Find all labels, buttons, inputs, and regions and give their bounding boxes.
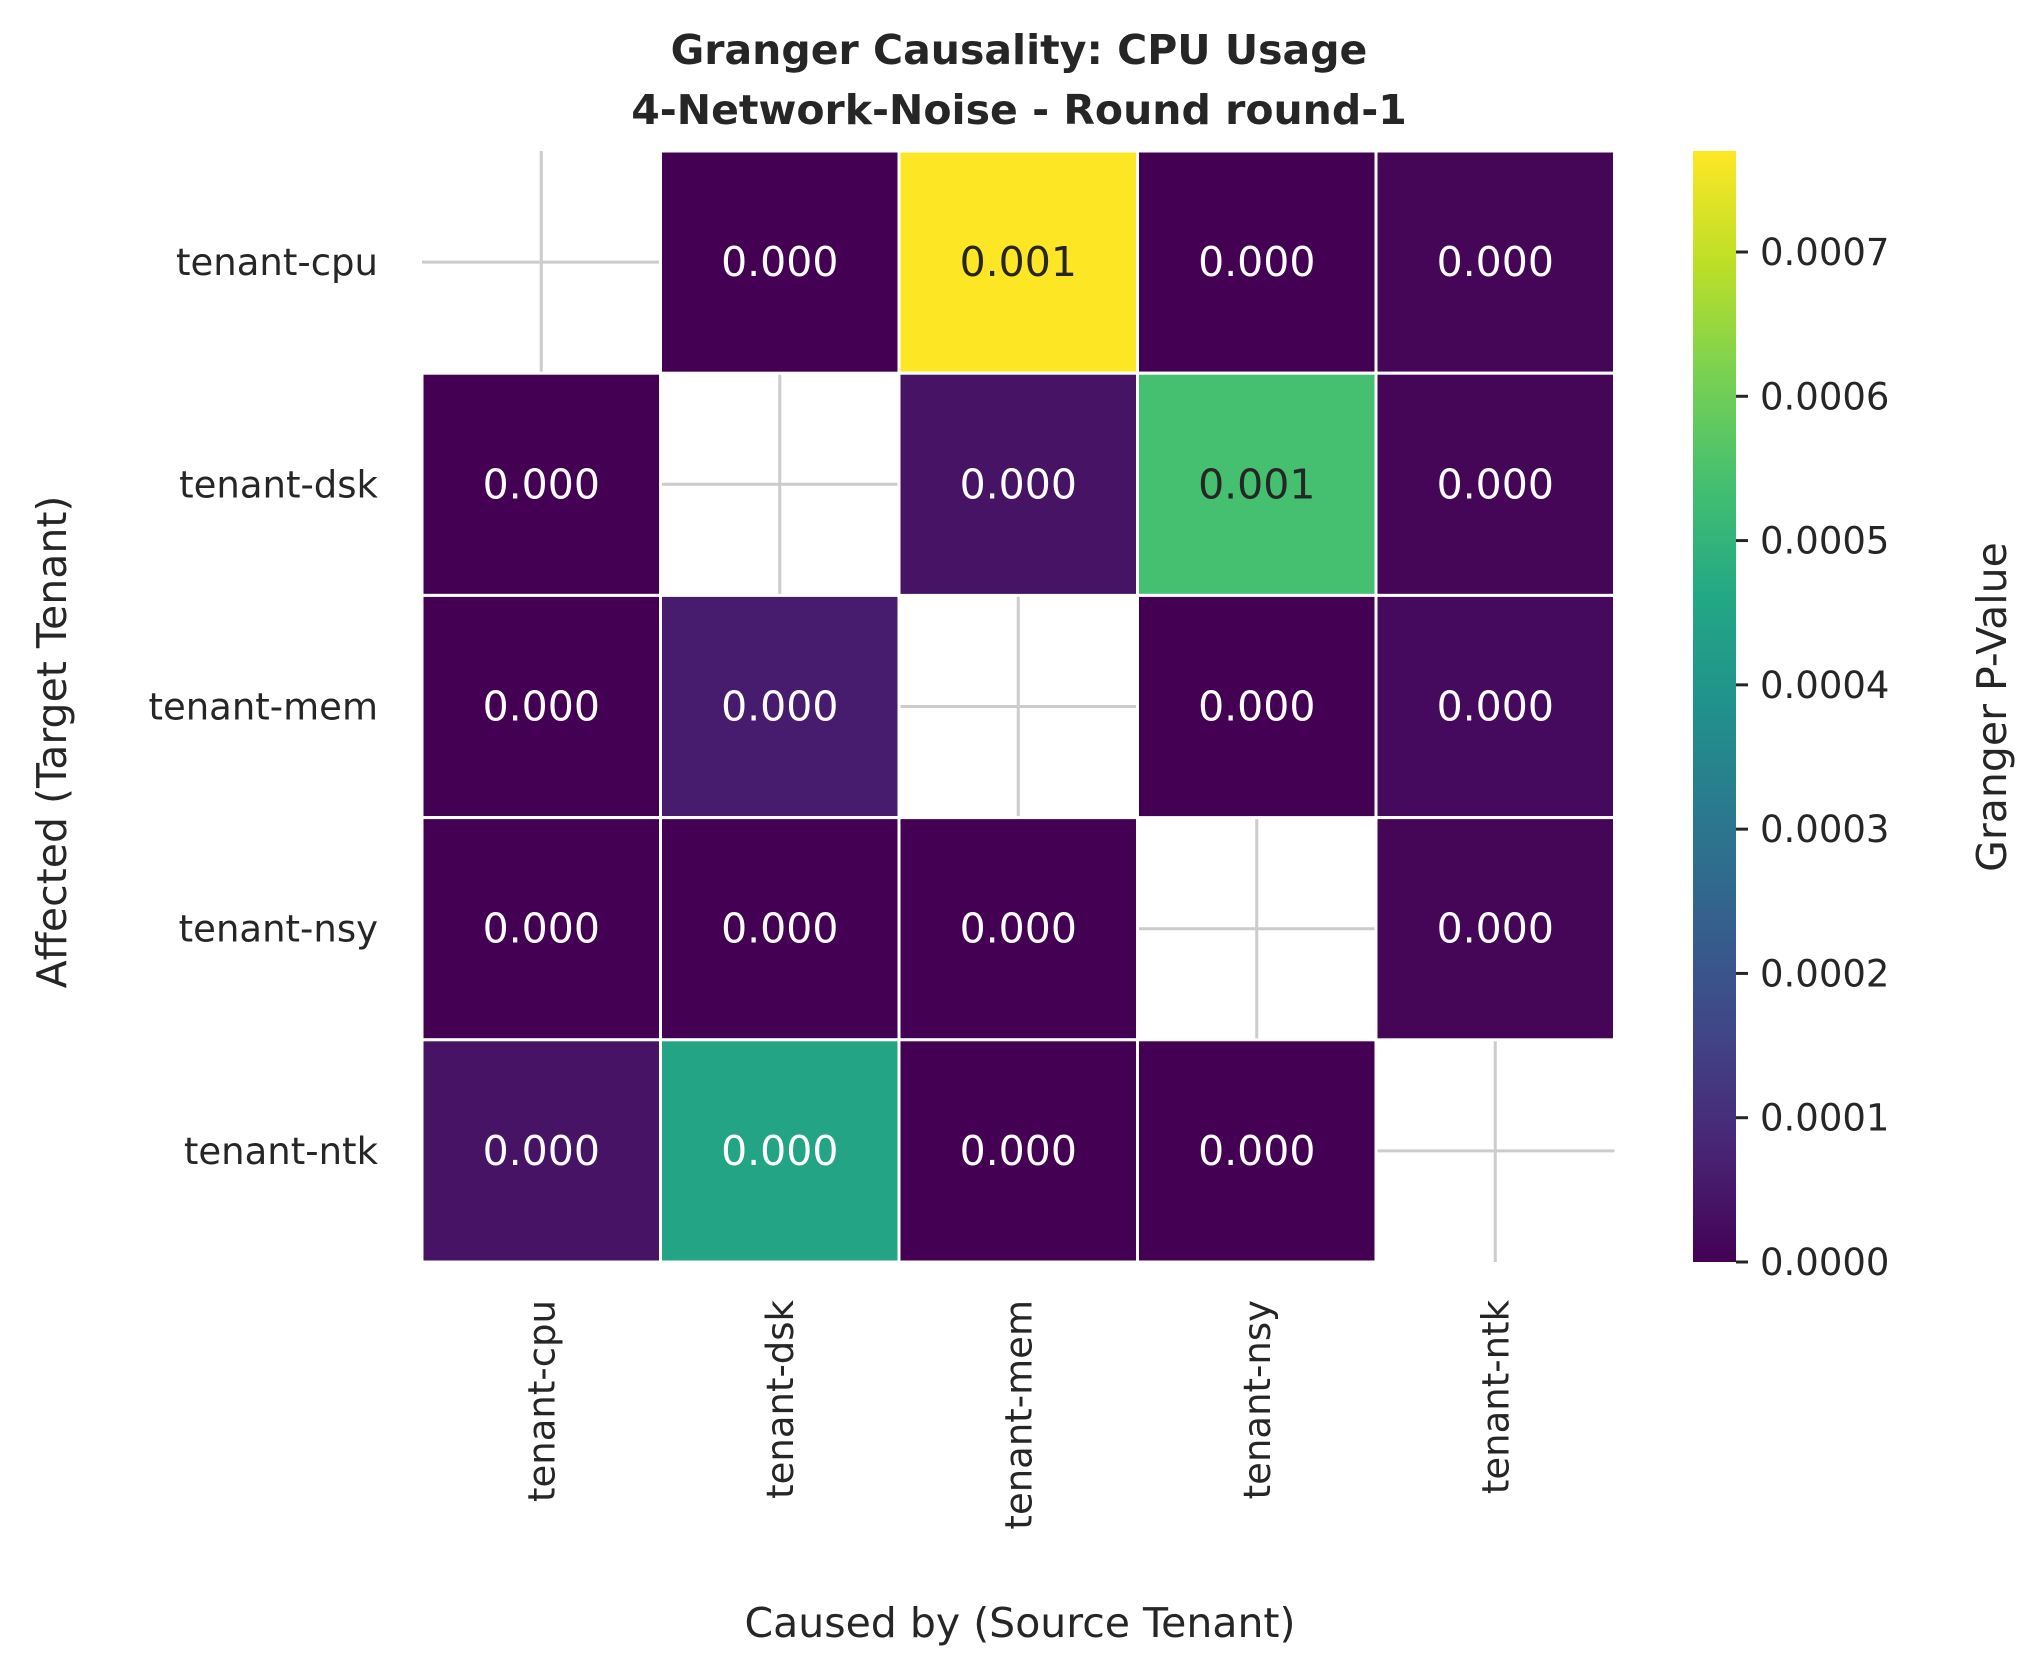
cell-annotations: 0.000 0.001 0.000 0.000 0.000 0.000 0.001 0.000… [483,238,1554,1175]
y-tick-label: tenant-mem [148,686,378,729]
colorbar-tick-label: 0.0000 [1760,1241,1889,1284]
cell-value-label: 0.000 [960,460,1077,508]
cell-value-label: 0.000 [721,905,838,953]
x-tick-label: tenant-nsy [1236,1300,1279,1499]
x-tick-label: tenant-dsk [759,1299,802,1498]
y-tick-label: tenant-dsk [179,463,378,506]
heatmap-cell [897,371,1139,597]
heatmap-cell [420,593,662,820]
heatmap-cell [1374,371,1616,597]
heatmap-cells [420,149,1616,1264]
cell-value-label: 0.000 [1198,238,1315,286]
cell-value-label: 0.000 [1437,460,1554,508]
y-axis-ticks: tenant-cpu tenant-dsk tenant-mem tenant-nsy… [148,241,378,1173]
heatmap-cell [1374,816,1616,1042]
colorbar-tick-label: 0.0001 [1760,1097,1889,1140]
cell-value-label: 0.001 [960,238,1077,286]
cell-value-label: 0.000 [721,1127,838,1175]
cell-value-label: 0.000 [1437,238,1554,286]
heatmap-cell [420,816,662,1042]
heatmap-cell [1374,149,1616,375]
heatmap-cell [659,1038,901,1264]
colorbar [1693,151,1736,1262]
x-tick-label: tenant-cpu [520,1300,563,1502]
cell-value-label: 0.000 [721,683,838,731]
x-tick-label: tenant-mem [997,1300,1040,1530]
colorbar-tick-label: 0.0006 [1760,375,1889,418]
cell-value-label: 0.001 [1198,460,1315,508]
heatmap-cell [659,593,901,820]
chart-subtitle: 4-Network-Noise - Round round-1 [631,86,1407,134]
y-tick-label: tenant-nsy [179,908,378,951]
cell-value-label: 0.000 [483,905,600,953]
x-axis-label: Caused by (Source Tenant) [744,1599,1295,1647]
y-axis-label: Affected (Target Tenant) [28,496,76,989]
cell-value-label: 0.000 [483,1127,600,1175]
cell-value-label: 0.000 [1198,683,1315,731]
heatmap-cell [420,1038,662,1264]
colorbar-tick-label: 0.0003 [1760,808,1889,851]
cell-value-label: 0.000 [483,460,600,508]
chart-title: Granger Causality: CPU Usage [671,26,1368,74]
y-tick-label: tenant-ntk [184,1130,379,1173]
x-axis-ticks: tenant-cpu tenant-dsk tenant-mem tenant-nsy… [520,1299,1517,1529]
heatmap-cell [420,371,662,597]
colorbar-tick-label: 0.0007 [1760,231,1889,274]
cell-value-label: 0.000 [1198,1127,1315,1175]
heatmap-cell [1136,371,1378,597]
colorbar-tick-label: 0.0004 [1760,664,1889,707]
cell-value-label: 0.000 [960,1127,1077,1175]
heatmap-cell [659,816,901,1042]
heatmap-cell [1136,593,1378,820]
heatmap-cell [897,1038,1139,1264]
heatmap-cell [1374,593,1616,820]
colorbar-tick-label: 0.0005 [1760,520,1889,563]
heatmap-cell [897,816,1139,1042]
cell-value-label: 0.000 [1437,905,1554,953]
x-tick-label: tenant-ntk [1474,1299,1517,1494]
colorbar-label: Granger P-Value [1968,542,2016,872]
heatmap-cell [897,149,1139,375]
cell-value-label: 0.000 [721,238,838,286]
cell-value-label: 0.000 [960,905,1077,953]
colorbar-tick-label: 0.0002 [1760,952,1889,995]
heatmap-cell [1136,1038,1378,1264]
cell-value-label: 0.000 [1437,683,1554,731]
cell-value-label: 0.000 [483,683,600,731]
y-tick-label: tenant-cpu [176,241,378,284]
colorbar-ticks: 0.0000 0.0001 0.0002 0.0003 0.0004 0.0005 0.00… [1736,231,1889,1284]
